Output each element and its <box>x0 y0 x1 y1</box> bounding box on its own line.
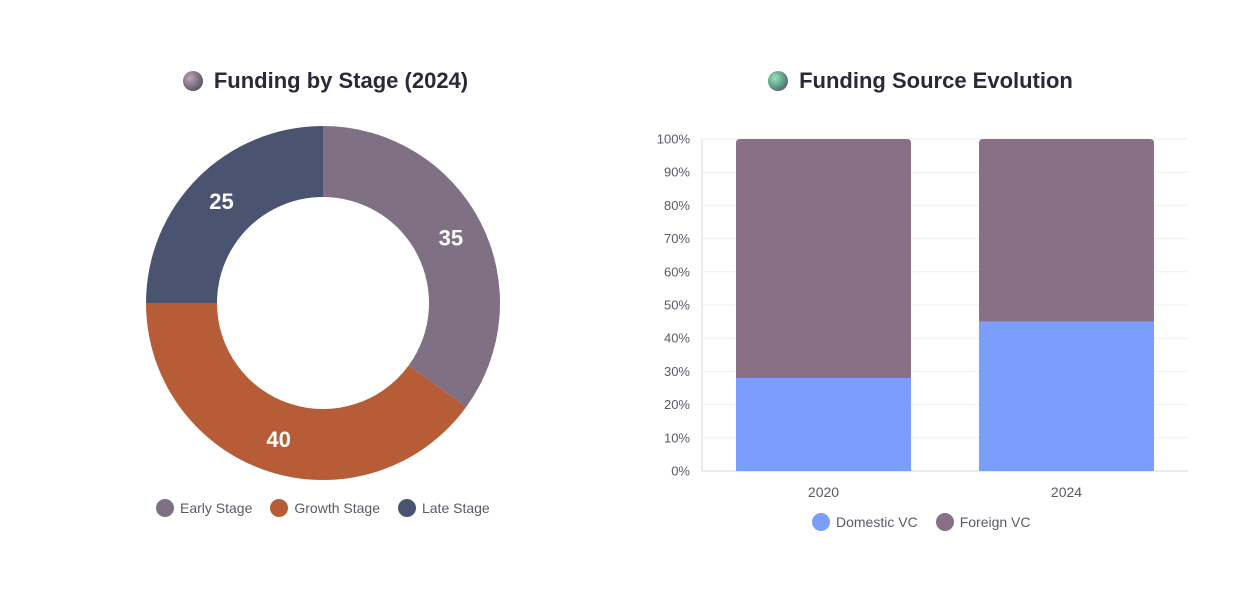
legend-label: Early Stage <box>180 500 253 516</box>
legend-swatch <box>270 499 289 517</box>
legend-label: Domestic VC <box>836 514 918 530</box>
legend-label: Foreign VC <box>959 514 1031 530</box>
bar-segment-foreign-vc-2020[interactable] <box>736 139 911 379</box>
slice-value-label: 35 <box>439 225 463 250</box>
y-tick-label: 60% <box>664 264 690 279</box>
y-tick-label: 90% <box>664 165 690 180</box>
stacked-bar-chart: 0% 10% 20% 30% 40% 50% 60% 70% 80% 90% 100% 2020 202… <box>657 132 1188 500</box>
legend-label: Late Stage <box>421 500 490 516</box>
donut-slice-early-stage[interactable] <box>323 126 500 408</box>
y-tick-label: 0% <box>671 464 690 479</box>
y-tick-label: 50% <box>664 298 690 313</box>
bar-chart-title-text: Funding Source Evolution <box>799 68 1073 93</box>
legend-item-early-stage[interactable]: Early Stage <box>156 499 252 517</box>
funding-by-stage-panel: Funding by Stage (2024) 35 40 25 Early Sta… <box>10 68 640 517</box>
y-tick-label: 10% <box>664 430 690 445</box>
y-tick-label: 100% <box>657 132 691 147</box>
y-tick-label: 20% <box>664 397 690 412</box>
y-tick-label: 70% <box>664 231 690 246</box>
legend-label: Growth Stage <box>294 500 380 516</box>
globe-icon <box>182 71 203 91</box>
bar-legend: Domestic VC Foreign VC <box>812 513 1031 531</box>
donut-slice-late-stage[interactable] <box>146 126 323 303</box>
bar-chart-title: Funding Source Evolution <box>640 68 1200 94</box>
legend-swatch <box>812 513 830 531</box>
donut-chart: 35 40 25 <box>146 126 500 480</box>
legend-swatch <box>397 499 416 517</box>
bar-segment-domestic-vc-2020[interactable] <box>736 378 911 471</box>
funding-source-panel: Funding Source Evolution 0% 10% 20% 30% 40% 5… <box>640 0 1250 600</box>
legend-item-foreign-vc[interactable]: Foreign VC <box>935 513 1031 531</box>
y-tick-label: 80% <box>664 198 690 213</box>
x-tick-label: 2020 <box>808 484 839 500</box>
slice-value-label: 25 <box>209 189 233 214</box>
legend-item-growth-stage[interactable]: Growth Stage <box>270 499 380 517</box>
slice-value-label: 40 <box>266 427 290 452</box>
donut-chart-title-text: Funding by Stage (2024) <box>213 68 469 93</box>
legend-item-late-stage[interactable]: Late Stage <box>397 499 490 517</box>
globe-icon <box>768 71 789 91</box>
bar-segment-domestic-vc-2024[interactable] <box>979 321 1154 471</box>
x-tick-label: 2024 <box>1051 484 1082 500</box>
y-tick-label: 40% <box>664 331 690 346</box>
donut-slice-growth-stage[interactable] <box>146 303 467 480</box>
legend-item-domestic-vc[interactable]: Domestic VC <box>812 513 918 531</box>
legend-swatch <box>935 513 954 531</box>
donut-chart-title: Funding by Stage (2024) <box>10 68 640 94</box>
bar-segment-foreign-vc-2024[interactable] <box>979 139 1154 322</box>
donut-legend: Early Stage Growth Stage Late Stage <box>156 499 490 517</box>
legend-swatch <box>156 499 174 517</box>
y-tick-label: 30% <box>664 364 690 379</box>
